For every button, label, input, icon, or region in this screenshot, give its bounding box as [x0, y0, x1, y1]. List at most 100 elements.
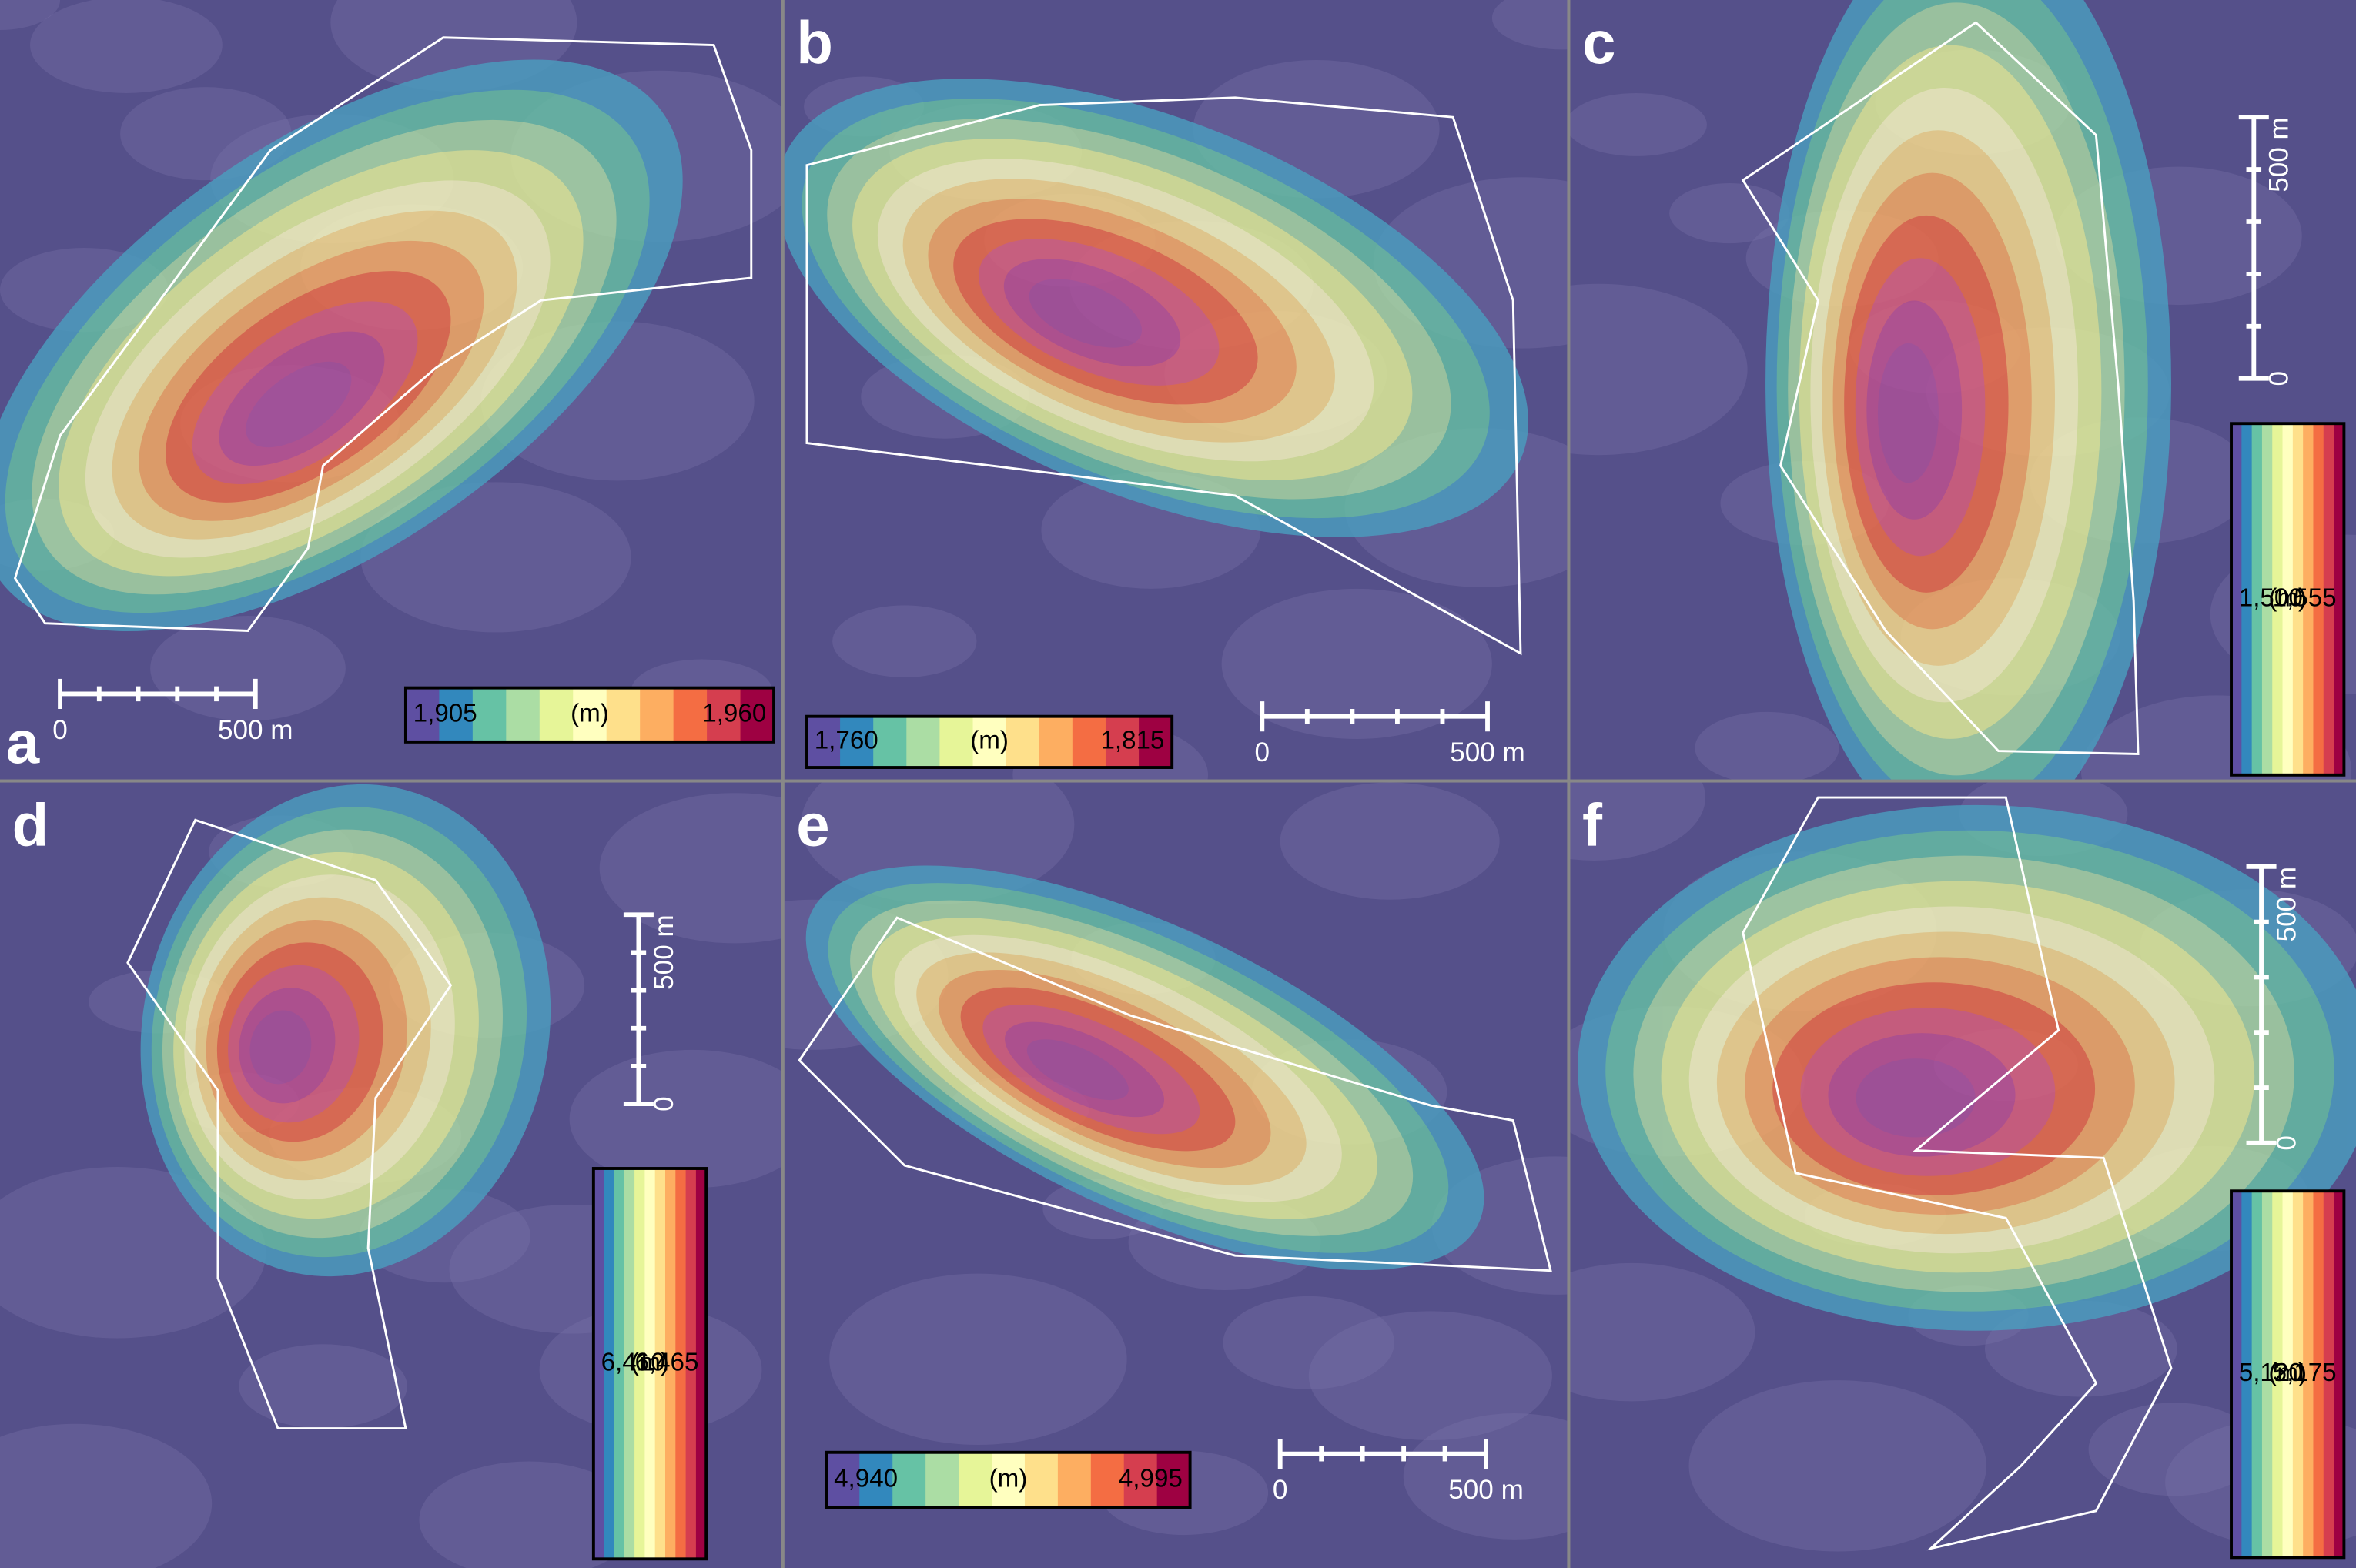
colorbar-step: [695, 1168, 708, 1560]
colorbar-step: [2313, 423, 2324, 775]
colorbar-step: [2261, 423, 2274, 775]
colorbar-step: [2241, 423, 2253, 775]
colorbar-step: [634, 1168, 646, 1560]
colorbar-frame: [403, 686, 775, 744]
terrain-texture: [1491, 0, 1568, 50]
colorbar-step: [840, 716, 875, 768]
colorbar-max: 1,555: [2273, 583, 2337, 612]
map-panel: 1,760 (m) 1,815 0 500 m b: [784, 0, 1568, 780]
outline: [1741, 21, 2140, 755]
colorbar-max: 1,960: [702, 700, 766, 728]
colorbar-unit: (m): [970, 727, 1009, 755]
colorbar-step: [2292, 1191, 2304, 1558]
colorbar-step: [1123, 1452, 1158, 1508]
terrain-texture: [2088, 1403, 2261, 1496]
colorbar-step: [2334, 1191, 2345, 1558]
colorbar-step: [1039, 716, 1073, 768]
colorbar-step: [573, 687, 607, 742]
terrain-texture: [1221, 588, 1492, 739]
colorbar-step: [2241, 1191, 2253, 1558]
colorbar-min: 1,905: [413, 700, 477, 728]
outline: [805, 96, 1522, 656]
scalebar-end: 500 m: [2264, 117, 2294, 192]
colorbar-step: [439, 687, 474, 742]
colorbar-step: [859, 1452, 894, 1508]
colorbar: 1,905 (m) 1,960: [403, 686, 775, 744]
colorbar-step: [806, 716, 842, 768]
colorbar-step: [614, 1168, 625, 1560]
terrain-texture: [569, 1049, 781, 1189]
panel-letter: d: [12, 791, 49, 859]
colorbar-step: [2292, 423, 2304, 775]
outline: [1742, 796, 2173, 1551]
colorbar-unit: (m): [2268, 583, 2307, 612]
colorbar-unit: (m): [571, 700, 609, 728]
colorbar-step: [405, 687, 440, 742]
scalebar: 500 m 0: [2238, 115, 2294, 386]
terrain-texture: [1695, 711, 1839, 780]
colorbar-step: [2313, 1191, 2324, 1558]
scalebar-end: 500 m: [649, 914, 679, 990]
colorbar-max: 5,175: [2273, 1359, 2337, 1387]
terrain-texture: [0, 0, 61, 31]
colorbar-step: [685, 1168, 697, 1560]
colorbar-min: 4,940: [834, 1465, 898, 1493]
colorbar-max: 4,995: [1119, 1465, 1183, 1493]
terrain-texture: [30, 0, 223, 93]
scalebar-start: 0: [52, 715, 68, 745]
colorbar-step: [1156, 1452, 1191, 1508]
colorbar-step: [624, 1168, 636, 1560]
terrain-texture: [1570, 1262, 1755, 1402]
colorbar-step: [673, 687, 708, 742]
colorbar: 4,940 (m) 4,995: [825, 1450, 1192, 1509]
colorbar-step: [906, 716, 941, 768]
scalebar-end: 500 m: [2271, 867, 2301, 942]
outline: [798, 916, 1552, 1272]
colorbar-frame: [591, 1167, 708, 1561]
colorbar-step: [2334, 423, 2345, 775]
scalebar: 500 m 0: [2246, 864, 2301, 1151]
panel-letter: e: [796, 791, 829, 859]
colorbar-step: [1057, 1452, 1092, 1508]
colorbar-step: [644, 1168, 656, 1560]
colorbar-step: [2323, 423, 2335, 775]
colorbar-step: [2272, 1191, 2284, 1558]
terrain-texture: [419, 1461, 639, 1568]
colorbar-step: [1024, 1452, 1059, 1508]
elevation-overlay: [140, 784, 551, 1277]
colorbar-unit: (m): [631, 1348, 669, 1376]
panel-letter: f: [1582, 791, 1603, 859]
terrain-texture: [0, 1423, 213, 1568]
outline: [13, 36, 753, 632]
colorbar-frame: [2230, 1189, 2346, 1560]
colorbar-min: 6,410: [601, 1348, 665, 1376]
colorbar-step: [826, 1452, 861, 1508]
colorbar-frame: [825, 1450, 1192, 1509]
contour-band: [1029, 279, 1143, 348]
colorbar-min: 5,120: [2239, 1359, 2303, 1387]
colorbar-step: [604, 1168, 615, 1560]
colorbar-max: 6,465: [634, 1348, 698, 1376]
colorbar-step: [640, 687, 674, 742]
colorbar-step: [1105, 716, 1140, 768]
scalebar-start: 0: [1273, 1475, 1288, 1505]
terrain-texture: [1280, 782, 1500, 900]
scalebar-start: 0: [1255, 737, 1270, 767]
colorbar-step: [740, 687, 775, 742]
colorbar-step: [1139, 716, 1173, 768]
terrain-texture: [1570, 782, 1705, 861]
colorbar: 6,410(m)6,465: [591, 1167, 708, 1561]
contour-band: [249, 1010, 312, 1085]
contour-band: [1856, 1058, 1976, 1138]
scalebar-end: 500 m: [1448, 1475, 1524, 1505]
colorbar-min: 1,500: [2239, 583, 2303, 612]
colorbar-step: [593, 1168, 605, 1560]
colorbar-step: [664, 1168, 677, 1560]
colorbar-unit: (m): [989, 1465, 1028, 1493]
scalebar-end: 500 m: [1450, 737, 1525, 767]
colorbar-step: [2282, 423, 2294, 775]
colorbar-step: [2231, 423, 2243, 775]
colorbar-step: [2323, 1191, 2335, 1558]
terrain-texture: [599, 793, 781, 944]
